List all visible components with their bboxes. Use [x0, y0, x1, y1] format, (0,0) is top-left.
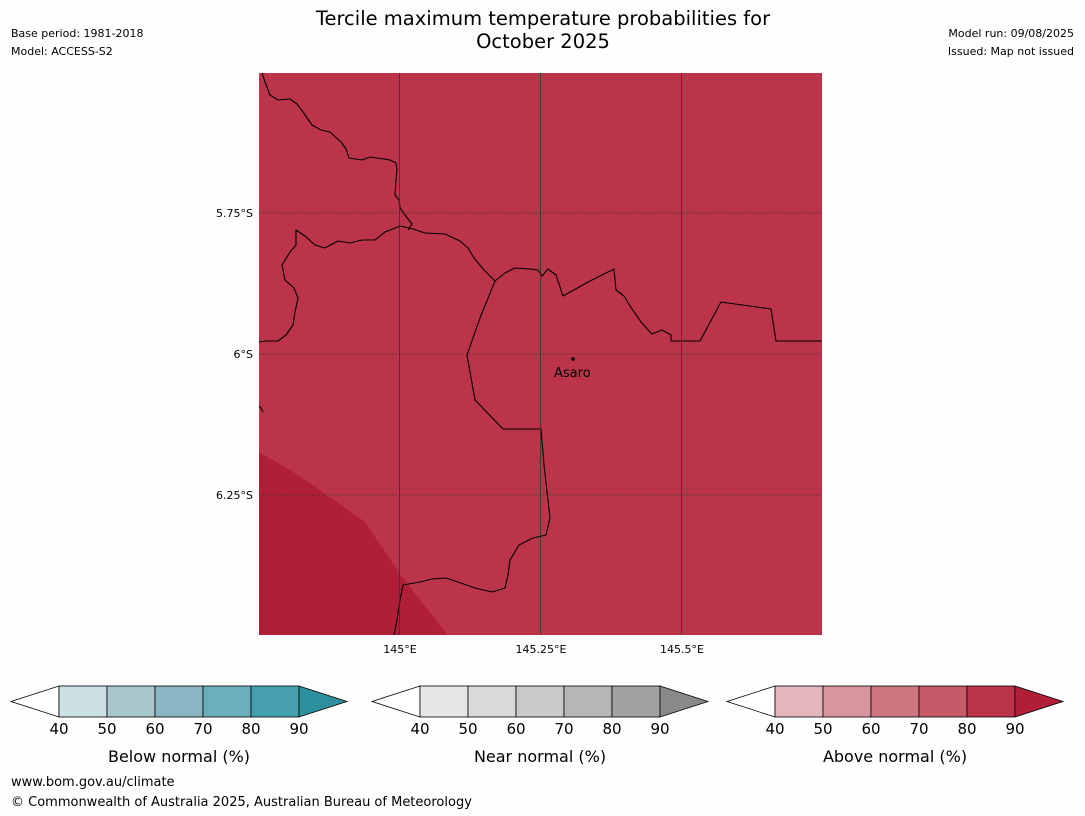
colorbar-tick-label: 80 — [241, 720, 260, 738]
base-period: Base period: 1981-2018 — [11, 27, 144, 40]
colorbar: 40 50 60 70 80 90 Above normal (%) — [725, 685, 1065, 766]
colorbar-segment — [563, 685, 613, 718]
border-line — [261, 72, 413, 231]
colorbar-tick-label: 60 — [145, 720, 164, 738]
colorbar-tick-label: 90 — [650, 720, 669, 738]
colorbar-tick-label: 50 — [813, 720, 832, 738]
colorbar-segment — [918, 685, 968, 718]
colorbar-title: Near normal (%) — [474, 747, 606, 766]
colorbar: 40 50 60 70 80 90 Below normal (%) — [9, 685, 349, 766]
border-line — [258, 405, 264, 413]
colorbar-segment — [154, 685, 204, 718]
colorbar: 40 50 60 70 80 90 Near normal (%) — [370, 685, 710, 766]
issued-status: Issued: Map not issued — [947, 45, 1074, 58]
colorbar-tick-label: 90 — [289, 720, 308, 738]
lat-label: 5.75°S — [216, 207, 253, 220]
probability-fill-dark — [259, 452, 448, 635]
model-name: Model: ACCESS-S2 — [11, 45, 113, 58]
colorbar-tick-label: 80 — [602, 720, 621, 738]
colorbar-segment — [58, 685, 108, 718]
colorbar-tick-label: 60 — [861, 720, 880, 738]
colorbar-segment — [106, 685, 156, 718]
colorbar-tick-label: 70 — [554, 720, 573, 738]
border-line — [393, 280, 551, 636]
province-borders — [258, 72, 822, 636]
colorbar-extend-high — [298, 685, 349, 718]
colorbar-title: Below normal (%) — [108, 747, 250, 766]
colorbar-segment — [202, 685, 252, 718]
lon-label: 145.25°E — [516, 643, 567, 656]
colorbar-tick-label: 40 — [49, 720, 68, 738]
colorbar-title: Above normal (%) — [823, 747, 967, 766]
colorbar-extend-low — [9, 685, 60, 718]
title-line: Tercile maximum temperature probabilitie… — [315, 7, 771, 30]
colorbar-tick-label: 50 — [97, 720, 116, 738]
legends: 40 50 60 70 80 90 Below normal (%) 40 50 60 70 80 90… — [9, 685, 1065, 766]
colorbar-tick-label: 40 — [765, 720, 784, 738]
lat-label: 6°S — [234, 348, 253, 361]
colorbar-tick-label: 80 — [957, 720, 976, 738]
title-line: October 2025 — [476, 30, 610, 53]
colorbar-tick-label: 50 — [458, 720, 477, 738]
colorbar-segment — [611, 685, 661, 718]
map-title: Tercile maximum temperature probabilitie… — [243, 7, 843, 53]
lon-label: 145.5°E — [660, 643, 704, 656]
place-label: Asaro — [554, 366, 591, 381]
colorbar-segment — [250, 685, 300, 718]
colorbar-segment — [467, 685, 517, 718]
place-marker — [571, 357, 575, 361]
colorbar-segment — [966, 685, 1016, 718]
colorbar-segment — [870, 685, 920, 718]
colorbar-tick-label: 70 — [909, 720, 928, 738]
lat-label: 6.25°S — [216, 489, 253, 502]
colorbar-segment — [419, 685, 469, 718]
footer-url[interactable]: www.bom.gov.au/climate — [11, 775, 175, 790]
colorbar-tick-label: 60 — [506, 720, 525, 738]
border-line — [258, 225, 822, 343]
colorbar-tick-label: 40 — [410, 720, 429, 738]
colorbar-extend-high — [659, 685, 710, 718]
gridlines — [259, 73, 822, 635]
colorbar-segment — [515, 685, 565, 718]
colorbar-extend-low — [370, 685, 421, 718]
meta-left: Base period: 1981-2018 Model: ACCESS-S2 — [11, 25, 143, 61]
colorbar-extend-low — [725, 685, 776, 718]
colorbar-tick-label: 90 — [1005, 720, 1024, 738]
colorbar-segment — [822, 685, 872, 718]
colorbar-extend-high — [1014, 685, 1065, 718]
model-run: Model run: 09/08/2025 — [948, 27, 1074, 40]
meta-right: Model run: 09/08/2025 Issued: Map not is… — [948, 25, 1074, 61]
lon-label: 145°E — [383, 643, 416, 656]
footer-copyright: © Commonwealth of Australia 2025, Austra… — [11, 795, 472, 810]
colorbar-tick-label: 70 — [193, 720, 212, 738]
colorbar-segment — [774, 685, 824, 718]
